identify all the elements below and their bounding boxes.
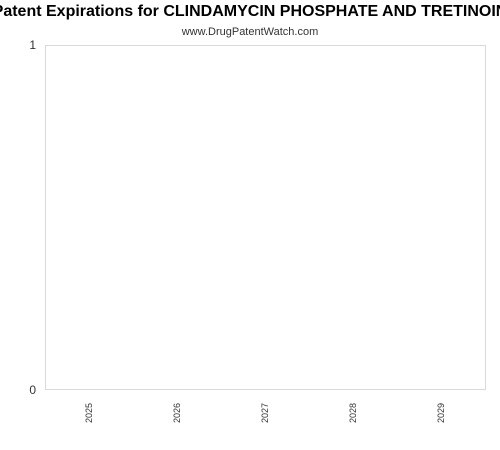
x-tick-label: 2029 <box>436 403 446 423</box>
y-axis: 01 <box>29 38 36 397</box>
x-tick-label: 2025 <box>84 403 94 423</box>
chart-title: Patent Expirations for CLINDAMYCIN PHOSP… <box>0 3 500 20</box>
y-tick-label: 1 <box>29 38 36 52</box>
chart-subtitle: www.DrugPatentWatch.com <box>181 26 319 38</box>
x-tick-label: 2026 <box>172 403 182 423</box>
y-tick-label: 0 <box>29 383 36 397</box>
plot-area <box>45 45 486 390</box>
x-axis: 2025 2026 2027 2028 2029 <box>84 403 446 423</box>
x-tick-label: 2027 <box>260 403 270 423</box>
x-tick-label: 2028 <box>348 403 358 423</box>
